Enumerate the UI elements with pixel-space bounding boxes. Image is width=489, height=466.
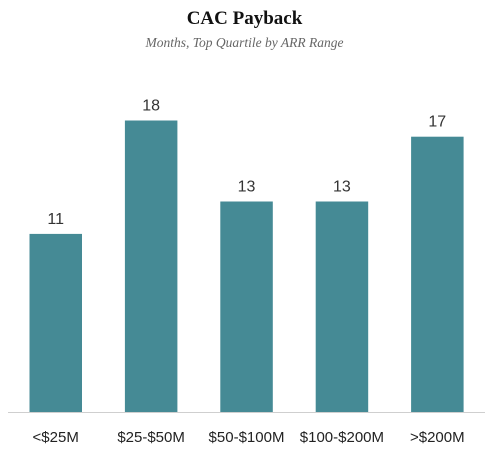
bar-1 bbox=[124, 120, 178, 412]
data-label-4: 17 bbox=[428, 114, 446, 131]
data-label-2: 13 bbox=[238, 179, 256, 196]
data-label-3: 13 bbox=[333, 179, 351, 196]
bar-2 bbox=[220, 201, 273, 412]
data-label-0: 11 bbox=[47, 211, 64, 228]
category-labels-group: <$25M $25-$50M $50-$100M $100-$200M >$200M bbox=[33, 429, 465, 446]
category-label-1: $25-$50M bbox=[117, 429, 185, 446]
category-label-3: $100-$200M bbox=[300, 429, 384, 446]
bar-3 bbox=[315, 201, 369, 412]
category-label-0: <$25M bbox=[33, 429, 79, 446]
bars-group bbox=[29, 120, 464, 412]
bar-0 bbox=[29, 233, 82, 412]
data-label-1: 18 bbox=[142, 98, 160, 115]
chart-subtitle: Months, Top Quartile by ARR Range bbox=[145, 35, 344, 50]
chart-title: CAC Payback bbox=[186, 8, 303, 29]
bar-4 bbox=[411, 136, 464, 412]
value-labels-group: 11 18 13 13 17 bbox=[47, 98, 446, 228]
category-label-4: >$200M bbox=[410, 429, 465, 446]
category-label-2: $50-$100M bbox=[209, 429, 285, 446]
